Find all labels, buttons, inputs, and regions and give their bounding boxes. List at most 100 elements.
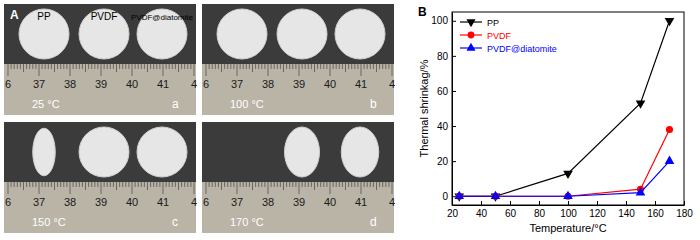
ruler-tick [373,64,374,69]
ruler-tick [116,64,117,72]
series-marker [636,100,646,108]
y-axis-title: Thermal shrinkag/% [418,59,430,157]
series-marker [666,126,673,133]
ruler-tick [32,182,33,187]
ruler-tick [132,182,133,194]
ruler-tick [227,64,228,69]
ruler-tick [150,64,151,69]
ruler-number: 38 [262,196,274,208]
ruler-tick [26,182,27,187]
ruler-tick [367,64,368,69]
ruler-tick [26,64,27,69]
ruler-tick [29,64,30,69]
ruler-tick [39,64,40,76]
ruler-tick [243,182,244,187]
ruler-tick [392,182,393,194]
ruler-tick [104,182,105,187]
ruler-tick [153,64,154,69]
ruler-tick [376,64,377,72]
ruler-tick [283,64,284,72]
ruler-tick [85,64,86,72]
ruler-tick [345,64,346,72]
x-tick: 120 [589,201,606,219]
ruler-tick [23,182,24,190]
ruler-number: 40 [324,78,336,90]
ruler-tick [138,182,139,187]
ruler-tick [345,182,346,190]
ruler-tick [215,182,216,187]
ruler-tick [122,182,123,187]
ruler-tick [45,64,46,69]
x-tick-label: 160 [647,208,664,219]
ruler-tick [14,64,15,69]
ruler [202,182,394,233]
ruler-tick [209,64,210,69]
ruler-tick [364,64,365,69]
ruler [4,182,196,233]
ruler-tick [351,182,352,187]
ruler-tick [166,182,167,187]
ruler-tick [230,64,231,69]
photo-background [202,4,394,115]
y-tick-label: 60 [437,86,449,97]
ruler-number: 39 [95,196,107,208]
x-tick: 80 [534,201,546,219]
ruler-tick [172,64,173,69]
plot-area [454,18,674,202]
legend-label: PP [487,18,499,28]
legend-item: PP [460,18,499,28]
x-tick-label: 60 [505,208,517,219]
ruler-tick [101,64,102,76]
legend-marker [466,43,475,51]
ruler-tick [73,64,74,69]
ruler-tick [330,64,331,76]
ruler-number: 37 [33,78,45,90]
ruler-tick [370,182,371,187]
ruler-number: 6 [203,78,209,90]
ruler-tick [348,182,349,187]
ruler-number: 37 [33,196,45,208]
ruler-tick [305,182,306,187]
ruler-tick [122,64,123,69]
ruler-tick [79,64,80,69]
ruler-tick [233,182,234,187]
ruler-tick [339,64,340,69]
ruler-tick [135,182,136,187]
ruler-tick [48,64,49,69]
ruler-tick [255,64,256,69]
temperature-label: 150 °C [32,216,66,228]
ruler-tick [17,182,18,187]
ruler-tick [138,64,139,69]
x-tick-mark [481,201,482,205]
ruler-tick [339,182,340,187]
sample-disc [79,9,129,59]
ruler-tick [85,182,86,190]
ruler-number: 41 [355,196,367,208]
panel-label: A [10,8,19,22]
ruler-tick [357,182,358,187]
ruler-tick [32,64,33,69]
x-tick-label: 180 [676,208,693,219]
ruler-tick [94,182,95,187]
ruler-tick [159,182,160,187]
ruler-tick [35,182,36,187]
ruler-number: 39 [293,78,305,90]
ruler-tick [295,182,296,187]
x-tick-label: 20 [447,208,459,219]
ruler-tick [280,182,281,187]
ruler-tick [336,182,337,187]
ruler-tick [323,182,324,187]
ruler-tick [66,64,67,69]
ruler-tick [144,64,145,69]
ruler-tick [187,64,188,69]
ruler-tick [320,182,321,187]
ruler-tick [227,182,228,187]
ruler-tick [264,64,265,69]
ruler-tick [333,182,334,187]
ruler-tick [376,182,377,190]
sample-disc [335,9,385,59]
y-tick-label: 0 [442,191,448,202]
ruler-tick [169,64,170,69]
ruler-tick [206,182,207,194]
ruler-tick [66,182,67,187]
